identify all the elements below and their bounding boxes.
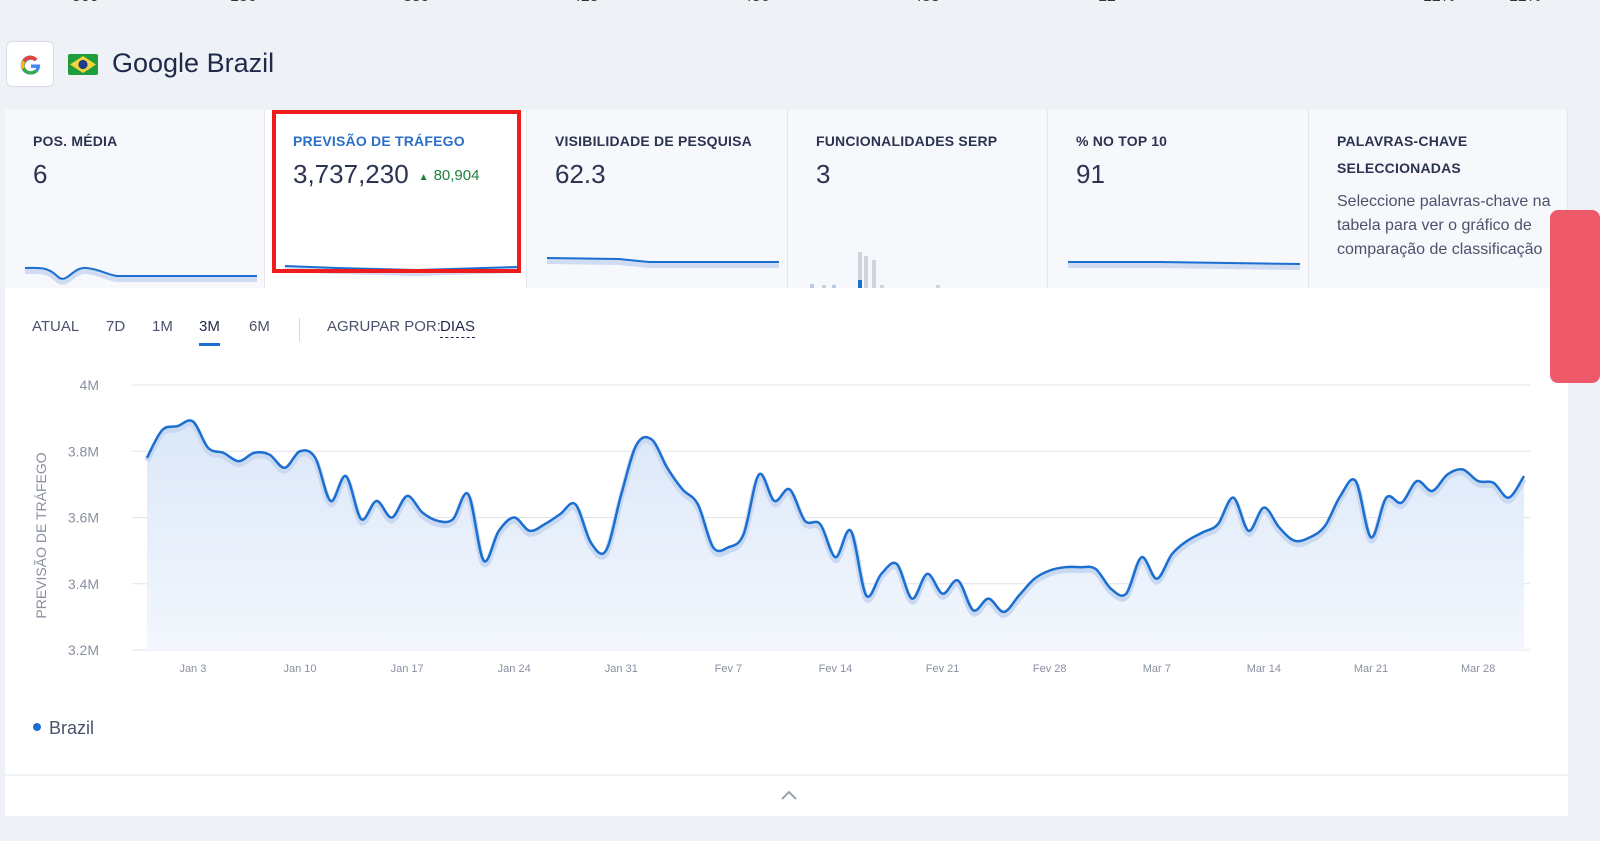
top-value: 12% <box>1423 0 1455 6</box>
x-tick-label: Jan 17 <box>391 663 424 675</box>
top-value: 359 <box>403 0 430 6</box>
group-value[interactable]: DIAS <box>440 318 476 338</box>
y-tick-label: 3.4M <box>68 576 99 592</box>
period-tab[interactable]: 1M <box>152 318 173 335</box>
period-tab[interactable]: 7D <box>106 318 126 335</box>
metric-value: 6 <box>33 159 264 190</box>
period-tab[interactable]: ATUAL <box>32 318 80 335</box>
metric-card: PALAVRAS-CHAVE SELECCIONADAS Seleccione p… <box>1309 110 1568 288</box>
spark-shadow <box>1068 262 1300 270</box>
x-tick-label: Jan 3 <box>179 663 206 675</box>
spark-bar <box>858 252 862 288</box>
google-icon <box>6 41 54 87</box>
x-tick-label: Mar 7 <box>1143 663 1171 675</box>
x-tick-label: Fev 28 <box>1033 663 1067 675</box>
sparkline <box>810 252 940 288</box>
metric-label: VISIBILIDADE DE PESQUISA <box>555 133 752 149</box>
y-tick-label: 3.2M <box>68 642 99 658</box>
legend-label: Brazil <box>49 718 94 738</box>
metric-label: FUNCIONALIDADES SERP <box>816 133 998 149</box>
y-tick-label: 3.8M <box>68 443 99 459</box>
collapse-bar[interactable] <box>5 776 1568 816</box>
top-value: 456 <box>743 0 770 6</box>
metric-value: 3,737,230 ▲ 80,904 <box>293 159 526 190</box>
x-tick-label: Jan 10 <box>283 663 316 675</box>
metric-value: 62.3 <box>555 159 787 190</box>
line <box>145 419 1526 614</box>
metric-card: PREVISÃO DE TRÁFEGO 3,737,230 ▲ 80,904 <box>265 110 527 288</box>
sparkline <box>546 257 779 268</box>
spark-bar <box>936 285 940 288</box>
metric-number: 62.3 <box>555 159 606 189</box>
top-value: 12 <box>1098 0 1116 6</box>
metric-card: VISIBILIDADE DE PESQUISA 62.3 <box>527 110 788 288</box>
spark-bar <box>810 284 814 288</box>
chevron-up <box>781 790 797 800</box>
spark-bar <box>864 256 868 288</box>
spark-line <box>24 266 257 280</box>
side-tab[interactable] <box>1550 210 1600 383</box>
spark-bar <box>822 285 826 288</box>
metric-label: POS. MÉDIA <box>33 133 118 149</box>
sparkline <box>1321 238 1561 288</box>
sparkline <box>1068 261 1300 270</box>
x-tick-label: Jan 31 <box>605 663 638 675</box>
metric-card: POS. MÉDIA 6 <box>5 110 265 288</box>
spark-line <box>546 257 779 263</box>
x-tick-label: Mar 28 <box>1461 663 1495 675</box>
metric-number: 3,737,230 <box>293 159 409 189</box>
metric-change: ▲ 80,904 <box>419 167 480 184</box>
spark-bar <box>858 280 862 288</box>
x-tick-label: Jan 24 <box>498 663 531 675</box>
change-value: 80,904 <box>433 167 480 184</box>
arrow: ▲ <box>418 172 429 183</box>
y-axis-label: PREVISÃO DE TRÁFEGO <box>33 452 49 618</box>
divider <box>299 318 300 342</box>
brazil-flag <box>68 54 98 75</box>
metric-label: PALAVRAS-CHAVE SELECCIONADAS <box>1337 133 1468 176</box>
metric-label: PREVISÃO DE TRÁFEGO <box>293 133 465 149</box>
top-value: 186 <box>230 0 257 6</box>
top-value: 12% <box>1509 0 1541 6</box>
spark-shadow <box>546 258 779 268</box>
top-value: 425 <box>572 0 599 6</box>
spark-shadow <box>24 267 257 285</box>
y-tick-label: 3.6M <box>68 510 99 526</box>
highlight-box <box>272 110 521 273</box>
area <box>147 420 1524 650</box>
x-tick-label: Fev 14 <box>819 663 853 675</box>
x-tick-label: Mar 14 <box>1247 663 1281 675</box>
line-shadow <box>144 420 1527 618</box>
metric-number: 6 <box>33 159 48 189</box>
page-title: Google Brazil <box>112 48 275 78</box>
metric-number: 91 <box>1076 159 1105 189</box>
group-label: AGRUPAR POR: <box>327 318 441 335</box>
metric-card: FUNCIONALIDADES SERP 3 <box>788 110 1048 288</box>
spark-bar <box>872 260 876 288</box>
top-value: 483 <box>913 0 940 6</box>
x-tick-label: Fev 21 <box>926 663 960 675</box>
metric-value: 3 <box>816 159 1047 190</box>
metric-label: % NO TOP 10 <box>1076 133 1168 149</box>
spark-line <box>1068 261 1300 265</box>
period-tab[interactable]: 3M <box>199 318 220 346</box>
top-value: 500 <box>72 0 99 6</box>
metric-value: 91 <box>1076 159 1308 190</box>
metric-card: % NO TOP 10 91 <box>1048 110 1309 288</box>
legend-marker <box>33 723 41 731</box>
google-logo <box>20 55 41 75</box>
period-tab[interactable]: 6M <box>249 318 270 335</box>
y-tick-label: 4M <box>80 377 99 393</box>
metric-text: Seleccione palavras-chave na tabela para… <box>1337 193 1551 258</box>
x-tick-label: Fev 7 <box>715 663 743 675</box>
chart: 3.2M 3.4M 3.6M 3.8M 4M PREVISÃO DE TRÁFEGO Jan… <box>33 377 1530 738</box>
metric-number: 3 <box>816 159 831 189</box>
sparkline <box>24 266 257 285</box>
x-tick-label: Mar 21 <box>1354 663 1388 675</box>
spark-bar <box>832 285 836 288</box>
spark-bar <box>880 285 884 288</box>
